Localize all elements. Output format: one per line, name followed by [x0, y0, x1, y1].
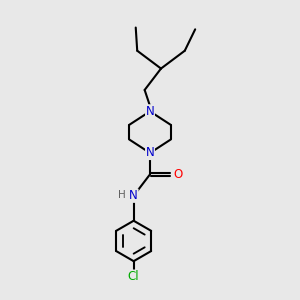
- Text: H: H: [118, 190, 126, 200]
- Text: Cl: Cl: [128, 270, 140, 283]
- Text: O: O: [173, 168, 183, 181]
- Text: N: N: [146, 146, 154, 160]
- Text: N: N: [129, 189, 138, 202]
- Text: N: N: [146, 105, 154, 118]
